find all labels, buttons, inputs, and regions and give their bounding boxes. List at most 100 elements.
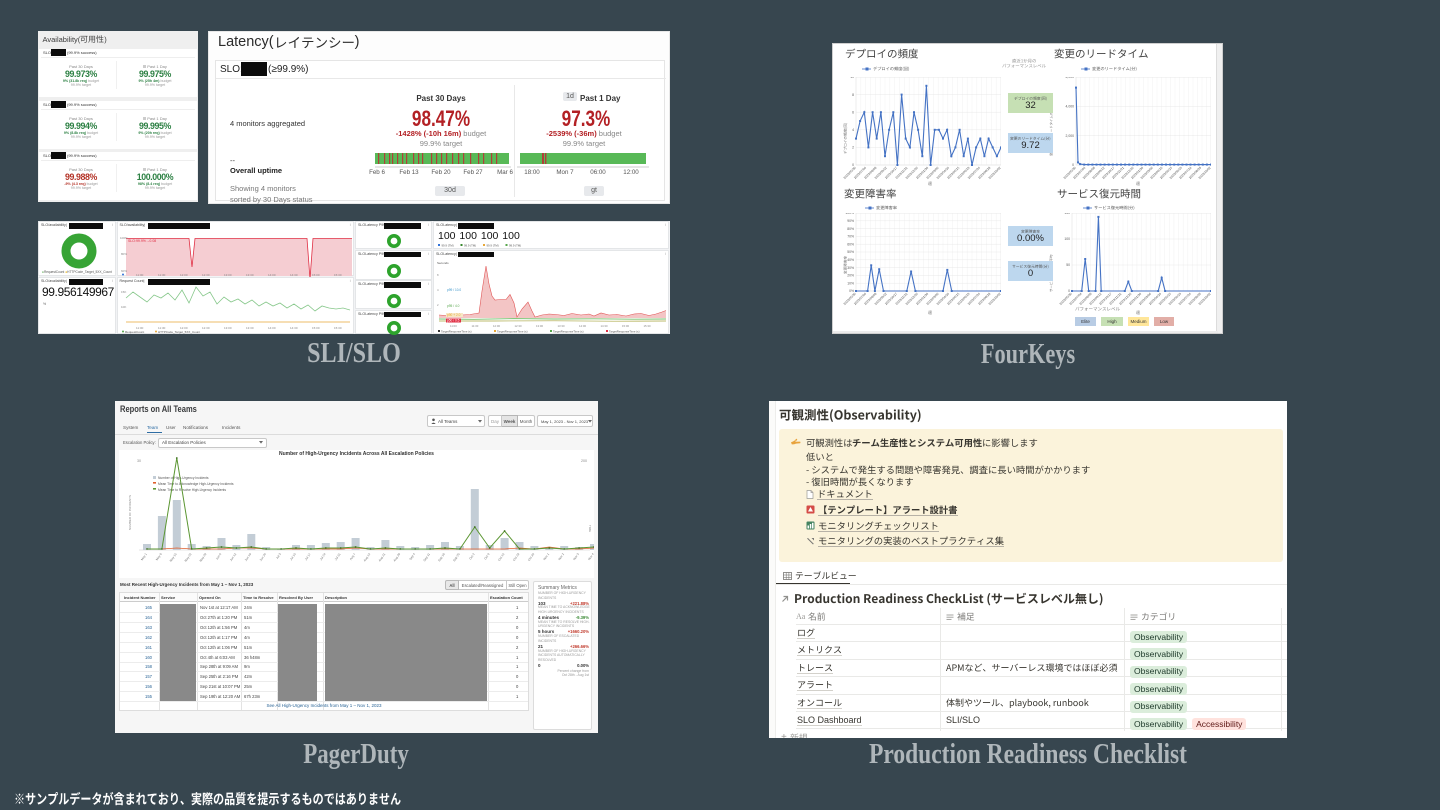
svg-text:70%: 70% [847, 235, 854, 239]
svg-text:Seconds: Seconds [437, 261, 449, 265]
svg-text:11:30: 11:30 [158, 273, 166, 277]
svg-text:p90 + 2.0: p90 + 2.0 [447, 313, 461, 317]
svg-text:14:00: 14:00 [268, 326, 276, 330]
svg-text:0%: 0% [849, 289, 854, 293]
svg-text:0: 0 [852, 163, 854, 167]
svg-text:SLO:99.9%→0.08: SLO:99.9%→0.08 [128, 239, 156, 243]
svg-text:15:00: 15:00 [312, 326, 320, 330]
svg-text:May 8: May 8 [155, 552, 163, 561]
svg-text:100%: 100% [120, 236, 128, 240]
svg-text:Jun 5: Jun 5 [215, 552, 223, 561]
svg-text:60%: 60% [847, 242, 854, 246]
svg-text:Jun 19: Jun 19 [244, 552, 253, 562]
svg-text:Sep 11: Sep 11 [422, 552, 431, 562]
svg-text:90%: 90% [847, 219, 854, 223]
svg-text:Aug 28: Aug 28 [392, 552, 401, 562]
svg-text:14:30: 14:30 [601, 324, 608, 328]
svg-text:May 29: May 29 [198, 552, 207, 563]
svg-text:TIME: TIME [588, 525, 592, 532]
svg-text:10K: 10K [121, 305, 126, 309]
svg-text:10%: 10% [847, 281, 854, 285]
svg-text:50%: 50% [847, 250, 854, 254]
svg-text:15:00: 15:00 [312, 273, 320, 277]
svg-text:11:30: 11:30 [472, 324, 479, 328]
svg-text:4,000: 4,000 [1066, 105, 1075, 109]
svg-text:15:30: 15:30 [644, 324, 651, 328]
svg-text:4: 4 [437, 288, 439, 292]
svg-text:RequestCount: RequestCount [125, 330, 144, 334]
svg-text:Jul 31: Jul 31 [334, 552, 342, 561]
svg-text:May 1: May 1 [140, 552, 148, 561]
svg-text:20%: 20% [847, 274, 854, 278]
svg-text:Oct 23: Oct 23 [512, 552, 521, 562]
svg-text:200: 200 [581, 459, 587, 463]
svg-text:99.9 (TM): 99.9 (TM) [464, 243, 476, 247]
svg-text:TargetResponseTime (s): TargetResponseTime (s) [609, 329, 640, 333]
svg-text:15:30: 15:30 [334, 326, 342, 330]
svg-text:4: 4 [852, 128, 854, 132]
svg-text:Nov 1: Nov 1 [542, 552, 550, 561]
svg-text:60%: 60% [121, 269, 127, 273]
svg-text:15K: 15K [121, 290, 126, 294]
svg-text:99.9 (TM): 99.9 (TM) [442, 243, 454, 247]
svg-text:12:00: 12:00 [493, 324, 500, 328]
svg-text:May 22: May 22 [184, 552, 193, 563]
svg-text:Jul 17: Jul 17 [304, 552, 312, 561]
svg-text:May 15: May 15 [169, 552, 178, 563]
svg-text:100: 100 [1064, 237, 1070, 241]
svg-text:2: 2 [437, 303, 439, 307]
svg-text:p95 / 4.0: p95 / 4.0 [447, 304, 460, 308]
svg-text:TargetResponseTime (s): TargetResponseTime (s) [553, 329, 584, 333]
svg-text:13:30: 13:30 [558, 324, 565, 328]
svg-text:13:00: 13:00 [224, 273, 232, 277]
svg-text:10: 10 [850, 77, 854, 79]
svg-text:12:30: 12:30 [202, 326, 210, 330]
svg-text:13:00: 13:00 [536, 324, 543, 328]
svg-text:Aug 7: Aug 7 [349, 552, 357, 561]
svg-text:Oct 9: Oct 9 [483, 552, 491, 560]
svg-text:NUMBER OF INCIDENTS: NUMBER OF INCIDENTS [128, 495, 132, 530]
svg-text:TargetResponseTime (s): TargetResponseTime (s) [441, 329, 472, 333]
svg-text:Jul 3: Jul 3 [275, 552, 282, 560]
svg-text:2,000: 2,000 [1066, 134, 1075, 138]
svg-text:6,000: 6,000 [1066, 77, 1075, 79]
svg-text:14:30: 14:30 [290, 326, 298, 330]
svg-text:80%: 80% [847, 227, 854, 231]
svg-text:Jun 12: Jun 12 [229, 552, 238, 562]
svg-text:Nov 3: Nov 3 [572, 552, 580, 561]
svg-text:11:30: 11:30 [158, 326, 166, 330]
svg-text:14:00: 14:00 [579, 324, 586, 328]
svg-text:6: 6 [852, 110, 854, 114]
svg-text:Aug 21: Aug 21 [377, 552, 386, 562]
svg-text:30%: 30% [847, 266, 854, 270]
svg-text:14:30: 14:30 [290, 273, 298, 277]
svg-text:0: 0 [1072, 163, 1074, 167]
svg-text:8: 8 [852, 93, 854, 97]
svg-text:Sep 18: Sep 18 [437, 552, 446, 562]
svg-text:Oct 2: Oct 2 [468, 552, 476, 560]
svg-text:80%: 80% [121, 252, 127, 256]
svg-text:Sep 4: Sep 4 [408, 552, 416, 561]
svg-text:0: 0 [1068, 289, 1070, 293]
svg-text:HTTPCode_Target_5XX_Count: HTTPCode_Target_5XX_Count [158, 330, 200, 334]
svg-text:Nov 4: Nov 4 [587, 552, 594, 561]
svg-text:Jun 26: Jun 26 [259, 552, 268, 562]
svg-text:Jul 24: Jul 24 [319, 552, 327, 561]
svg-text:13:30: 13:30 [246, 273, 254, 277]
svg-text:50: 50 [1066, 263, 1070, 267]
svg-text:Mean Time to Acknowledge High-: Mean Time to Acknowledge High-Urgency In… [158, 482, 234, 486]
svg-text:Mean Time to Resolve High-Urge: Mean Time to Resolve High-Urgency Incide… [158, 488, 226, 492]
svg-text:15:30: 15:30 [334, 273, 342, 277]
svg-text:150: 150 [1064, 213, 1070, 215]
svg-text:13:30: 13:30 [246, 326, 254, 330]
svg-text:Number of High-Urgency Inciden: Number of High-Urgency Incidents [158, 476, 209, 480]
svg-text:15:00: 15:00 [622, 324, 629, 328]
svg-text:100%: 100% [845, 213, 854, 215]
svg-text:14:00: 14:00 [268, 273, 276, 277]
svg-text:40%: 40% [847, 258, 854, 262]
svg-text:12:00: 12:00 [180, 326, 188, 330]
svg-text:Aug 14: Aug 14 [363, 552, 372, 562]
svg-text:p50 / 0.5: p50 / 0.5 [447, 318, 460, 322]
svg-text:8: 8 [437, 273, 439, 277]
svg-text:11:00: 11:00 [136, 273, 144, 277]
